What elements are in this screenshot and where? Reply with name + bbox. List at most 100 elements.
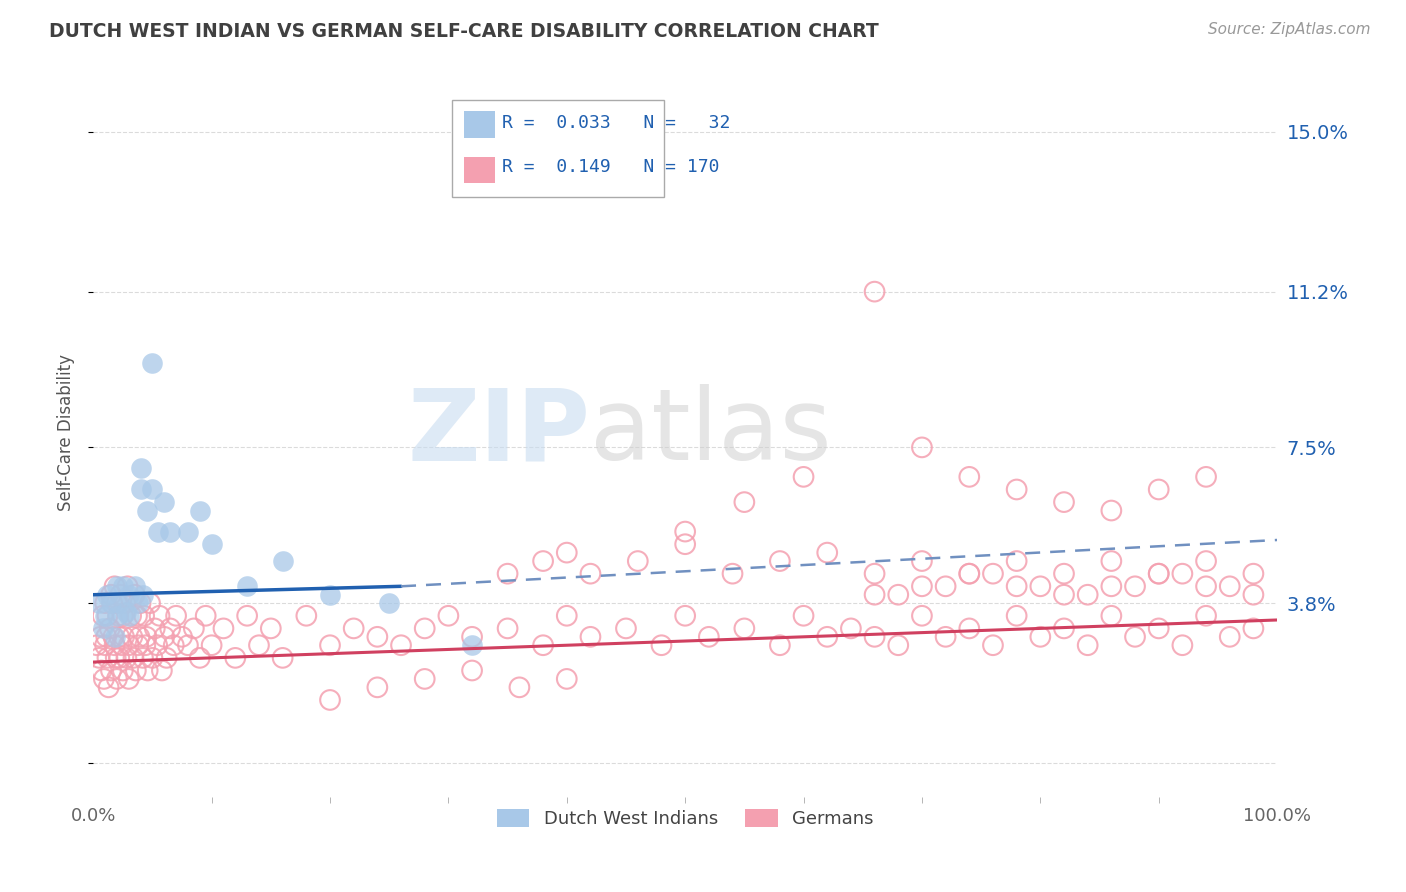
Point (201, 537, 224, 551)
Point (413, 621, 436, 635)
Point (136, 664, 159, 678)
Text: R =  0.149   N = 170: R = 0.149 N = 170 (502, 158, 718, 176)
Point (96, 651, 118, 665)
Point (271, 554, 294, 568)
Point (1147, 483, 1170, 497)
Point (1005, 554, 1028, 568)
Point (461, 630, 484, 644)
Point (132, 588, 155, 602)
Point (163, 638, 186, 652)
Point (108, 630, 131, 644)
Point (614, 621, 637, 635)
Point (1171, 566, 1194, 581)
Point (343, 621, 366, 635)
Point (89, 596, 111, 610)
Point (100, 596, 122, 610)
Point (148, 608, 170, 623)
Point (105, 579, 128, 593)
Point (366, 681, 388, 695)
Point (129, 483, 152, 497)
Point (236, 579, 259, 593)
Point (141, 483, 163, 497)
Text: Source: ZipAtlas.com: Source: ZipAtlas.com (1208, 22, 1371, 37)
Point (103, 630, 125, 644)
Point (129, 596, 152, 610)
Point (1195, 554, 1218, 568)
Point (101, 596, 124, 610)
Point (887, 588, 910, 602)
Point (1147, 621, 1170, 635)
Point (319, 693, 342, 707)
Point (183, 621, 205, 635)
Point (957, 566, 980, 581)
Point (295, 608, 318, 623)
Point (115, 651, 138, 665)
Point (1077, 638, 1099, 652)
Point (128, 630, 150, 644)
Point (96, 630, 118, 644)
Point (122, 651, 145, 665)
Point (1123, 579, 1146, 593)
Point (1099, 554, 1122, 568)
Point (156, 651, 179, 665)
Point (579, 630, 602, 644)
Point (124, 579, 146, 593)
Point (1171, 638, 1194, 652)
Point (1219, 630, 1241, 644)
Point (143, 621, 166, 635)
Point (117, 579, 139, 593)
Point (236, 608, 259, 623)
Point (721, 566, 744, 581)
Point (1029, 579, 1052, 593)
Point (957, 566, 980, 581)
Point (389, 638, 412, 652)
Point (97, 681, 120, 695)
Point (103, 579, 125, 593)
Point (555, 608, 578, 623)
Point (86, 638, 108, 652)
Point (673, 608, 696, 623)
Point (1241, 621, 1264, 635)
Point (127, 638, 149, 652)
Point (188, 651, 211, 665)
Point (461, 664, 484, 678)
Point (981, 638, 1004, 652)
Point (112, 630, 135, 644)
Point (94, 608, 117, 623)
Point (378, 596, 401, 610)
Point (141, 356, 163, 370)
Point (1053, 621, 1076, 635)
Point (769, 554, 792, 568)
Point (579, 566, 602, 581)
Point (170, 630, 193, 644)
Point (90, 664, 112, 678)
Point (957, 470, 980, 484)
Point (863, 630, 886, 644)
Point (105, 596, 128, 610)
Point (108, 651, 131, 665)
Point (793, 608, 815, 623)
Point (1005, 579, 1028, 593)
Point (1053, 588, 1076, 602)
Point (201, 638, 224, 652)
Point (153, 630, 176, 644)
Point (110, 588, 132, 602)
Point (1241, 566, 1264, 581)
Point (96, 588, 118, 602)
Point (1219, 579, 1241, 593)
Point (769, 638, 792, 652)
Point (839, 621, 862, 635)
Point (125, 664, 148, 678)
Point (496, 566, 519, 581)
Point (100, 588, 122, 602)
Point (911, 554, 934, 568)
Point (508, 681, 530, 695)
Point (1195, 608, 1218, 623)
Point (107, 608, 129, 623)
Point (1077, 588, 1099, 602)
Point (194, 608, 217, 623)
Point (1053, 495, 1076, 509)
Point (177, 524, 200, 539)
Point (120, 608, 142, 623)
Point (650, 638, 672, 652)
